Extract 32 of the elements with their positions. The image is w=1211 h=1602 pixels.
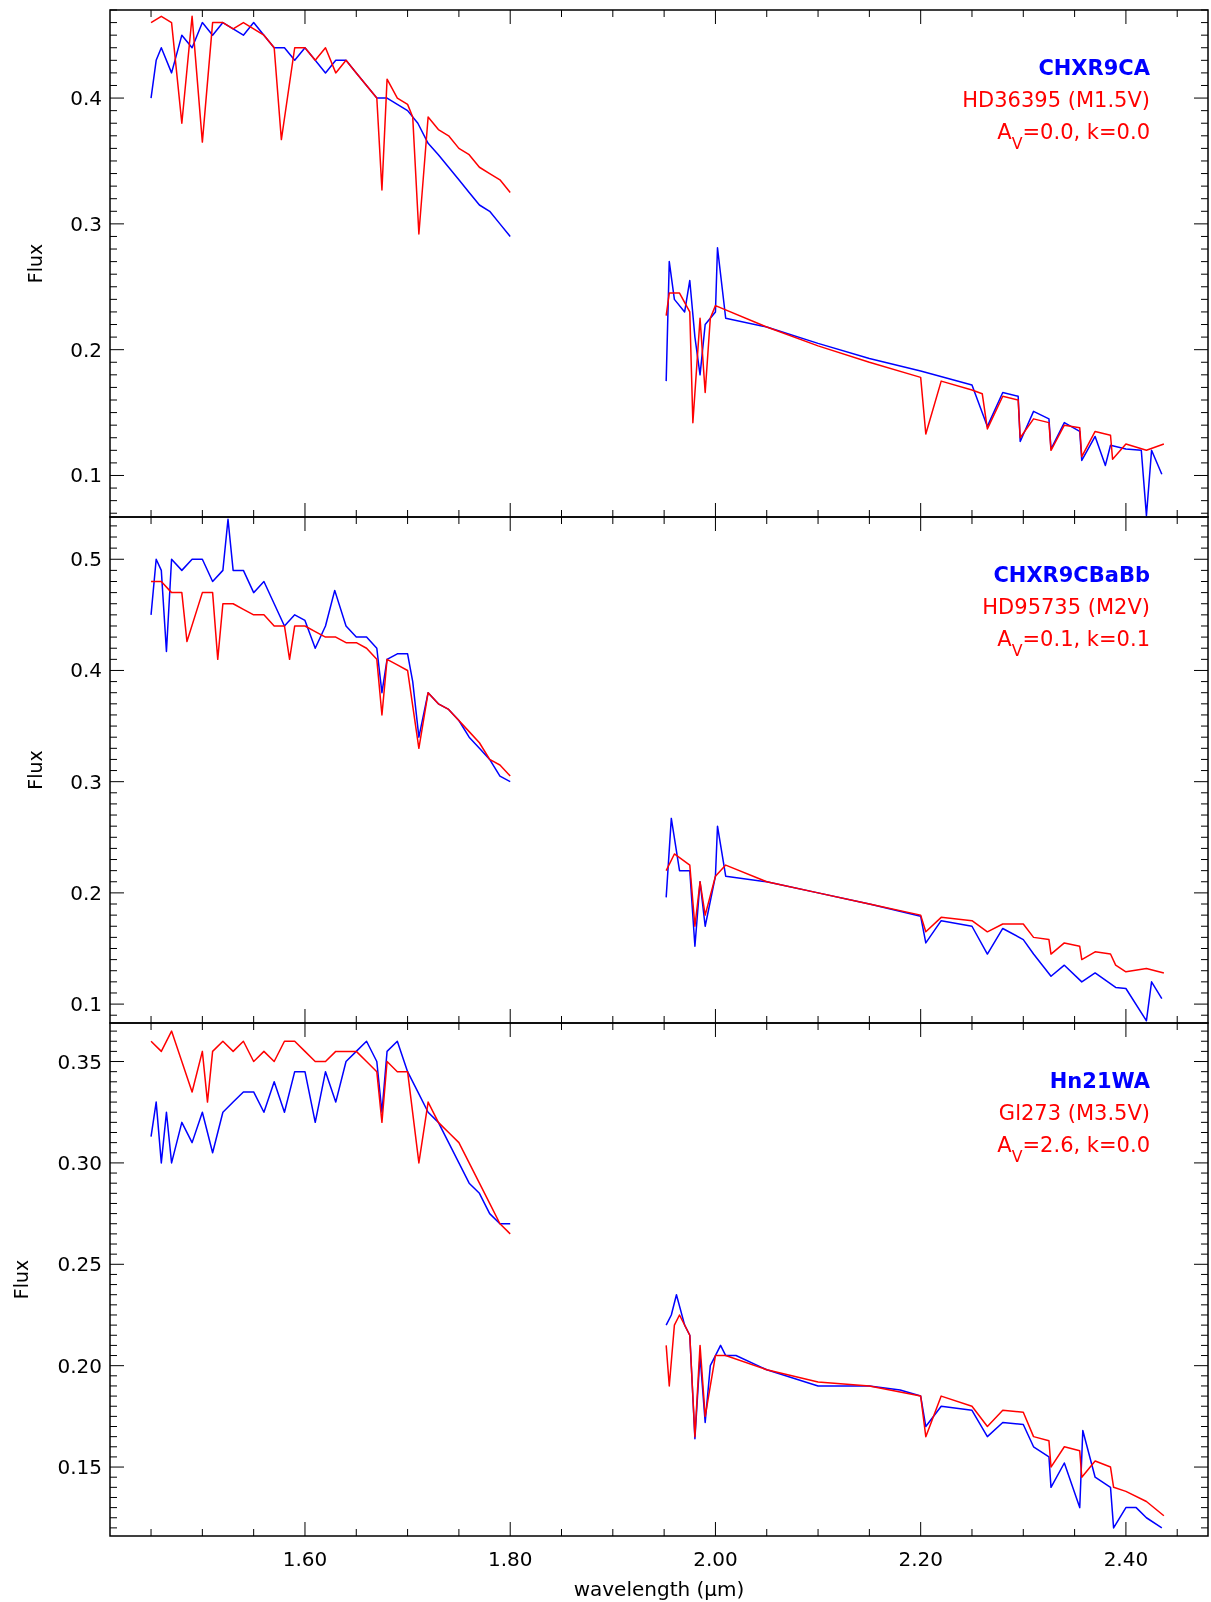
x-tick-label: 2.00 (693, 1547, 738, 1571)
y-axis-title: Flux (10, 1259, 32, 1300)
y-tick-label: 0.2 (70, 337, 102, 362)
annotation: A$_{V}$=0.1, k=0.1 (997, 627, 1150, 660)
y-tick-label: 0.20 (57, 1353, 102, 1378)
text: HD36395 (M1.5V) (962, 88, 1150, 112)
x-axis-title: wavelength (μm) (573, 1577, 745, 1601)
text: HD95735 (M2V) (982, 595, 1150, 619)
annotation: A$_{V}$=2.6, k=0.0 (997, 1133, 1150, 1166)
y-axis-title: Flux (24, 243, 46, 284)
annotation: A$_{V}$=0.0, k=0.0 (997, 120, 1150, 153)
y-tick-label: 0.1 (70, 992, 102, 1017)
y-tick-label: 0.25 (57, 1252, 102, 1277)
y-tick-label: 0.3 (70, 211, 102, 236)
text: CHXR9CBaBb (993, 563, 1150, 587)
text: Gl273 (M3.5V) (998, 1101, 1150, 1125)
y-tick-label: 0.4 (70, 658, 102, 683)
x-tick-label: 1.80 (487, 1547, 533, 1571)
y-tick-label: 0.3 (70, 769, 102, 794)
x-tick-label: 1.60 (282, 1547, 328, 1571)
y-tick-label: 0.15 (57, 1455, 102, 1480)
y-tick-label: 0.35 (57, 1049, 102, 1074)
text: Hn21WA (1049, 1069, 1151, 1093)
x-tick-label: 2.40 (1103, 1547, 1149, 1571)
x-tick-label: 2.20 (898, 1547, 943, 1571)
y-tick-label: 0.2 (70, 880, 102, 905)
y-axis-title: Flux (24, 750, 46, 790)
y-tick-label: 0.30 (57, 1150, 102, 1175)
y-tick-label: 0.1 (70, 463, 102, 488)
y-tick-label: 0.4 (70, 86, 102, 111)
text: CHXR9CA (1038, 56, 1151, 80)
y-tick-label: 0.5 (70, 547, 102, 572)
